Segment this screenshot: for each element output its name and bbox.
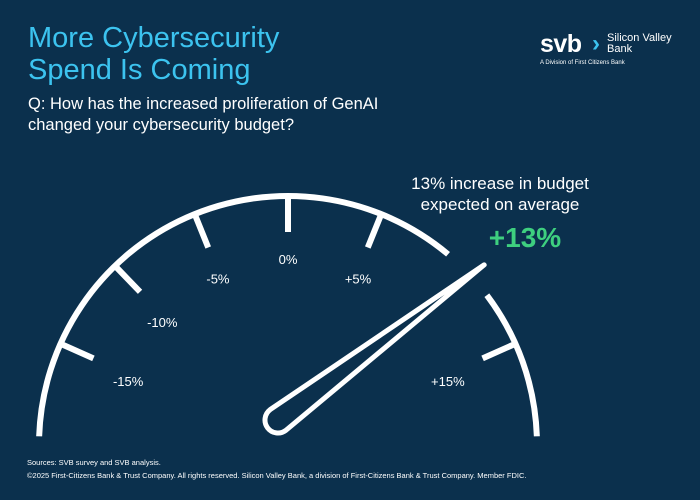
logo-division: A Division of First Citizens Bank (540, 60, 625, 66)
gauge-tick-label: -10% (147, 315, 178, 330)
logo-name-line-2: Bank (607, 43, 633, 55)
svb-logo: svb › Silicon Valley Bank A Division of … (540, 30, 680, 70)
sources-note: Sources: SVB survey and SVB analysis. (27, 458, 161, 467)
logo-chevron-icon: › (592, 30, 600, 57)
gauge-tick-label: 0% (279, 252, 298, 267)
gauge-tick (365, 213, 385, 249)
gauge-tick (481, 340, 517, 362)
gauge-tick-label: +5% (345, 272, 372, 287)
logo-mark: svb (540, 30, 582, 58)
gauge-arc-right (484, 293, 540, 437)
callout-line-2: expected on average (420, 195, 580, 214)
gauge-tick-label: -5% (206, 272, 230, 287)
page-title: More Cybersecurity Spend Is Coming (28, 22, 279, 86)
callout-value: +13% (488, 222, 562, 253)
gauge-arc-left (36, 193, 450, 437)
logo-name: Silicon Valley Bank (607, 33, 687, 55)
title-line-1: More Cybersecurity (28, 22, 280, 54)
gauge-tick (191, 213, 211, 249)
logo-name-line-1: Silicon Valley (607, 32, 672, 44)
gauge-tick-label: -15% (113, 374, 144, 389)
copyright-note: ©2025 First-Citizens Bank & Trust Compan… (27, 471, 527, 480)
callout-text: 13% increase in budget expected on avera… (405, 173, 595, 215)
gauge-tick-label: +15% (431, 374, 465, 389)
survey-question: Q: How has the increased proliferation o… (28, 94, 378, 136)
gauge-tick (112, 263, 143, 294)
question-line-1: Q: How has the increased proliferation o… (28, 95, 379, 113)
title-line-2: Spend Is Coming (28, 54, 251, 86)
question-line-2: changed your cybersecurity budget? (28, 116, 294, 134)
gauge-tick (59, 340, 95, 362)
gauge-needle (262, 262, 487, 436)
callout-line-1: 13% increase in budget (411, 174, 589, 193)
